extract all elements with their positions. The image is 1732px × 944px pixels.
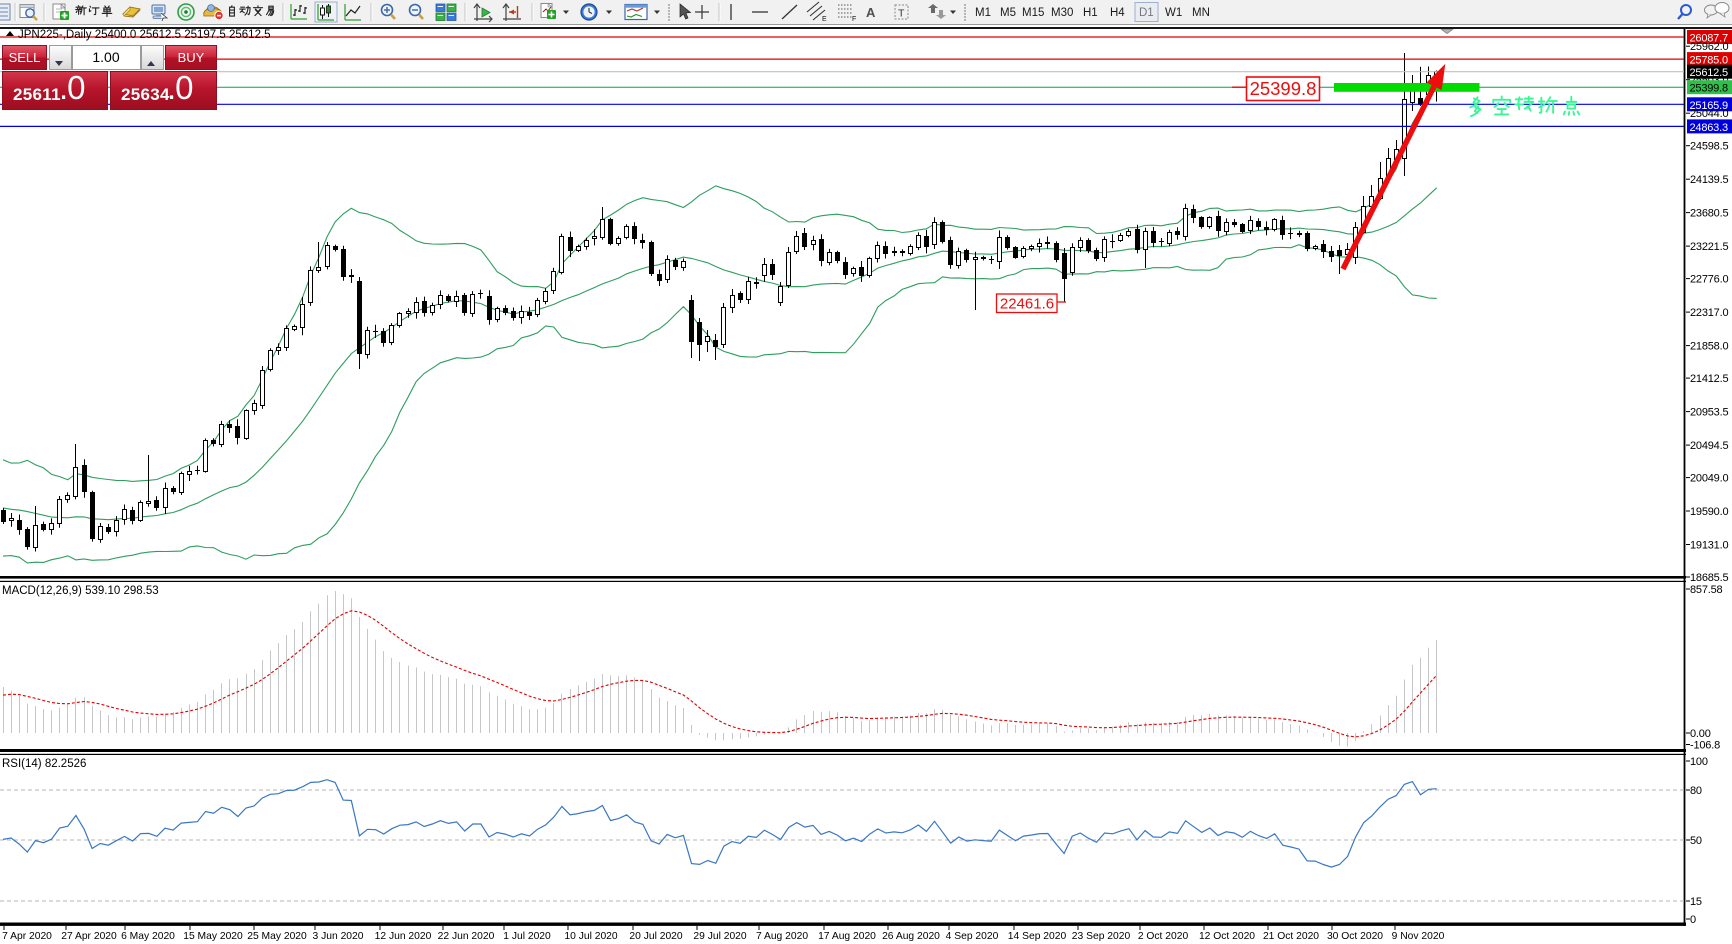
svg-text:19131.0: 19131.0	[1690, 540, 1728, 552]
svg-text:JPN225-,Daily 25400.0 25612.5: JPN225-,Daily 25400.0 25612.5 25197.5 25…	[18, 29, 271, 41]
svg-text:25785.0: 25785.0	[1690, 55, 1728, 67]
svg-text:E: E	[822, 16, 827, 23]
svg-text:A: A	[866, 5, 876, 20]
svg-text:25165.9: 25165.9	[1690, 100, 1728, 112]
svg-text:21 Oct 2020: 21 Oct 2020	[1263, 931, 1319, 942]
svg-text:14 Sep 2020: 14 Sep 2020	[1008, 931, 1067, 942]
svg-text:10 Jul 2020: 10 Jul 2020	[564, 931, 618, 942]
svg-text:7 Aug 2020: 7 Aug 2020	[756, 931, 808, 942]
svg-text:23680.5: 23680.5	[1690, 208, 1728, 220]
svg-text:23221.5: 23221.5	[1690, 241, 1728, 253]
svg-text:18685.5: 18685.5	[1690, 572, 1728, 584]
svg-text:2 Oct 2020: 2 Oct 2020	[1138, 931, 1189, 942]
svg-text:20953.5: 20953.5	[1690, 407, 1728, 419]
svg-text:26 Aug 2020: 26 Aug 2020	[882, 931, 940, 942]
svg-text:20494.5: 20494.5	[1690, 440, 1728, 452]
svg-text:22317.0: 22317.0	[1690, 307, 1728, 319]
svg-text:9 Nov 2020: 9 Nov 2020	[1392, 931, 1445, 942]
svg-text:857.58: 857.58	[1690, 584, 1723, 596]
svg-text:100: 100	[1690, 756, 1708, 768]
svg-text:23 Sep 2020: 23 Sep 2020	[1072, 931, 1131, 942]
svg-text:80: 80	[1690, 785, 1702, 797]
svg-text:MN: MN	[1192, 7, 1210, 19]
svg-text:25399.8: 25399.8	[1690, 83, 1728, 95]
svg-text:30 Oct 2020: 30 Oct 2020	[1327, 931, 1383, 942]
svg-text:22461.6: 22461.6	[1000, 296, 1054, 313]
svg-text:H1: H1	[1083, 7, 1098, 19]
svg-text:W1: W1	[1165, 7, 1182, 19]
svg-text:M30: M30	[1051, 7, 1073, 19]
svg-text:3 Jun 2020: 3 Jun 2020	[313, 931, 364, 942]
svg-text:26087.7: 26087.7	[1690, 33, 1728, 45]
svg-text:12 Oct 2020: 12 Oct 2020	[1199, 931, 1255, 942]
svg-text:21858.0: 21858.0	[1690, 341, 1728, 353]
svg-text:6 May 2020: 6 May 2020	[121, 931, 175, 942]
svg-text:22776.0: 22776.0	[1690, 274, 1728, 286]
svg-text:21412.5: 21412.5	[1690, 373, 1728, 385]
svg-text:22 Jun 2020: 22 Jun 2020	[438, 931, 495, 942]
svg-text:0.00: 0.00	[1690, 728, 1711, 740]
svg-text:25962.0: 25962.0	[1690, 41, 1728, 53]
svg-text:15: 15	[1690, 896, 1702, 908]
svg-text:24863.3: 24863.3	[1690, 122, 1728, 134]
svg-text:F: F	[852, 16, 856, 23]
svg-text:MACD(12,26,9) 539.10 298.53: MACD(12,26,9) 539.10 298.53	[2, 585, 159, 597]
svg-text:50: 50	[1690, 835, 1702, 847]
svg-text:15 May 2020: 15 May 2020	[183, 931, 243, 942]
svg-text:29 Jul 2020: 29 Jul 2020	[693, 931, 747, 942]
svg-text:7 Apr 2020: 7 Apr 2020	[2, 931, 52, 942]
svg-text:0: 0	[1690, 914, 1696, 926]
svg-text:17 Aug 2020: 17 Aug 2020	[818, 931, 876, 942]
svg-text:M1: M1	[975, 7, 991, 19]
svg-text:4 Sep 2020: 4 Sep 2020	[946, 931, 999, 942]
svg-text:12 Jun 2020: 12 Jun 2020	[375, 931, 432, 942]
svg-text:RSI(14) 82.2526: RSI(14) 82.2526	[2, 758, 86, 770]
svg-text:24139.5: 24139.5	[1690, 174, 1728, 186]
svg-text:24598.5: 24598.5	[1690, 141, 1728, 153]
svg-text:M15: M15	[1022, 7, 1044, 19]
svg-text:25612.5: 25612.5	[1690, 67, 1728, 79]
svg-text:1 Jul 2020: 1 Jul 2020	[503, 931, 551, 942]
svg-text:D1: D1	[1139, 7, 1154, 19]
svg-text:-106.8: -106.8	[1690, 740, 1720, 752]
svg-text:25399.8: 25399.8	[1250, 78, 1317, 99]
svg-text:25044.0: 25044.0	[1690, 108, 1728, 120]
svg-text:20049.0: 20049.0	[1690, 473, 1728, 485]
svg-text:19590.0: 19590.0	[1690, 506, 1728, 518]
svg-text:H4: H4	[1110, 7, 1125, 19]
svg-text:25 May 2020: 25 May 2020	[247, 931, 307, 942]
svg-text:T: T	[898, 8, 905, 20]
svg-text:27 Apr 2020: 27 Apr 2020	[61, 931, 117, 942]
svg-text:M5: M5	[1000, 7, 1016, 19]
svg-text:20 Jul 2020: 20 Jul 2020	[629, 931, 683, 942]
